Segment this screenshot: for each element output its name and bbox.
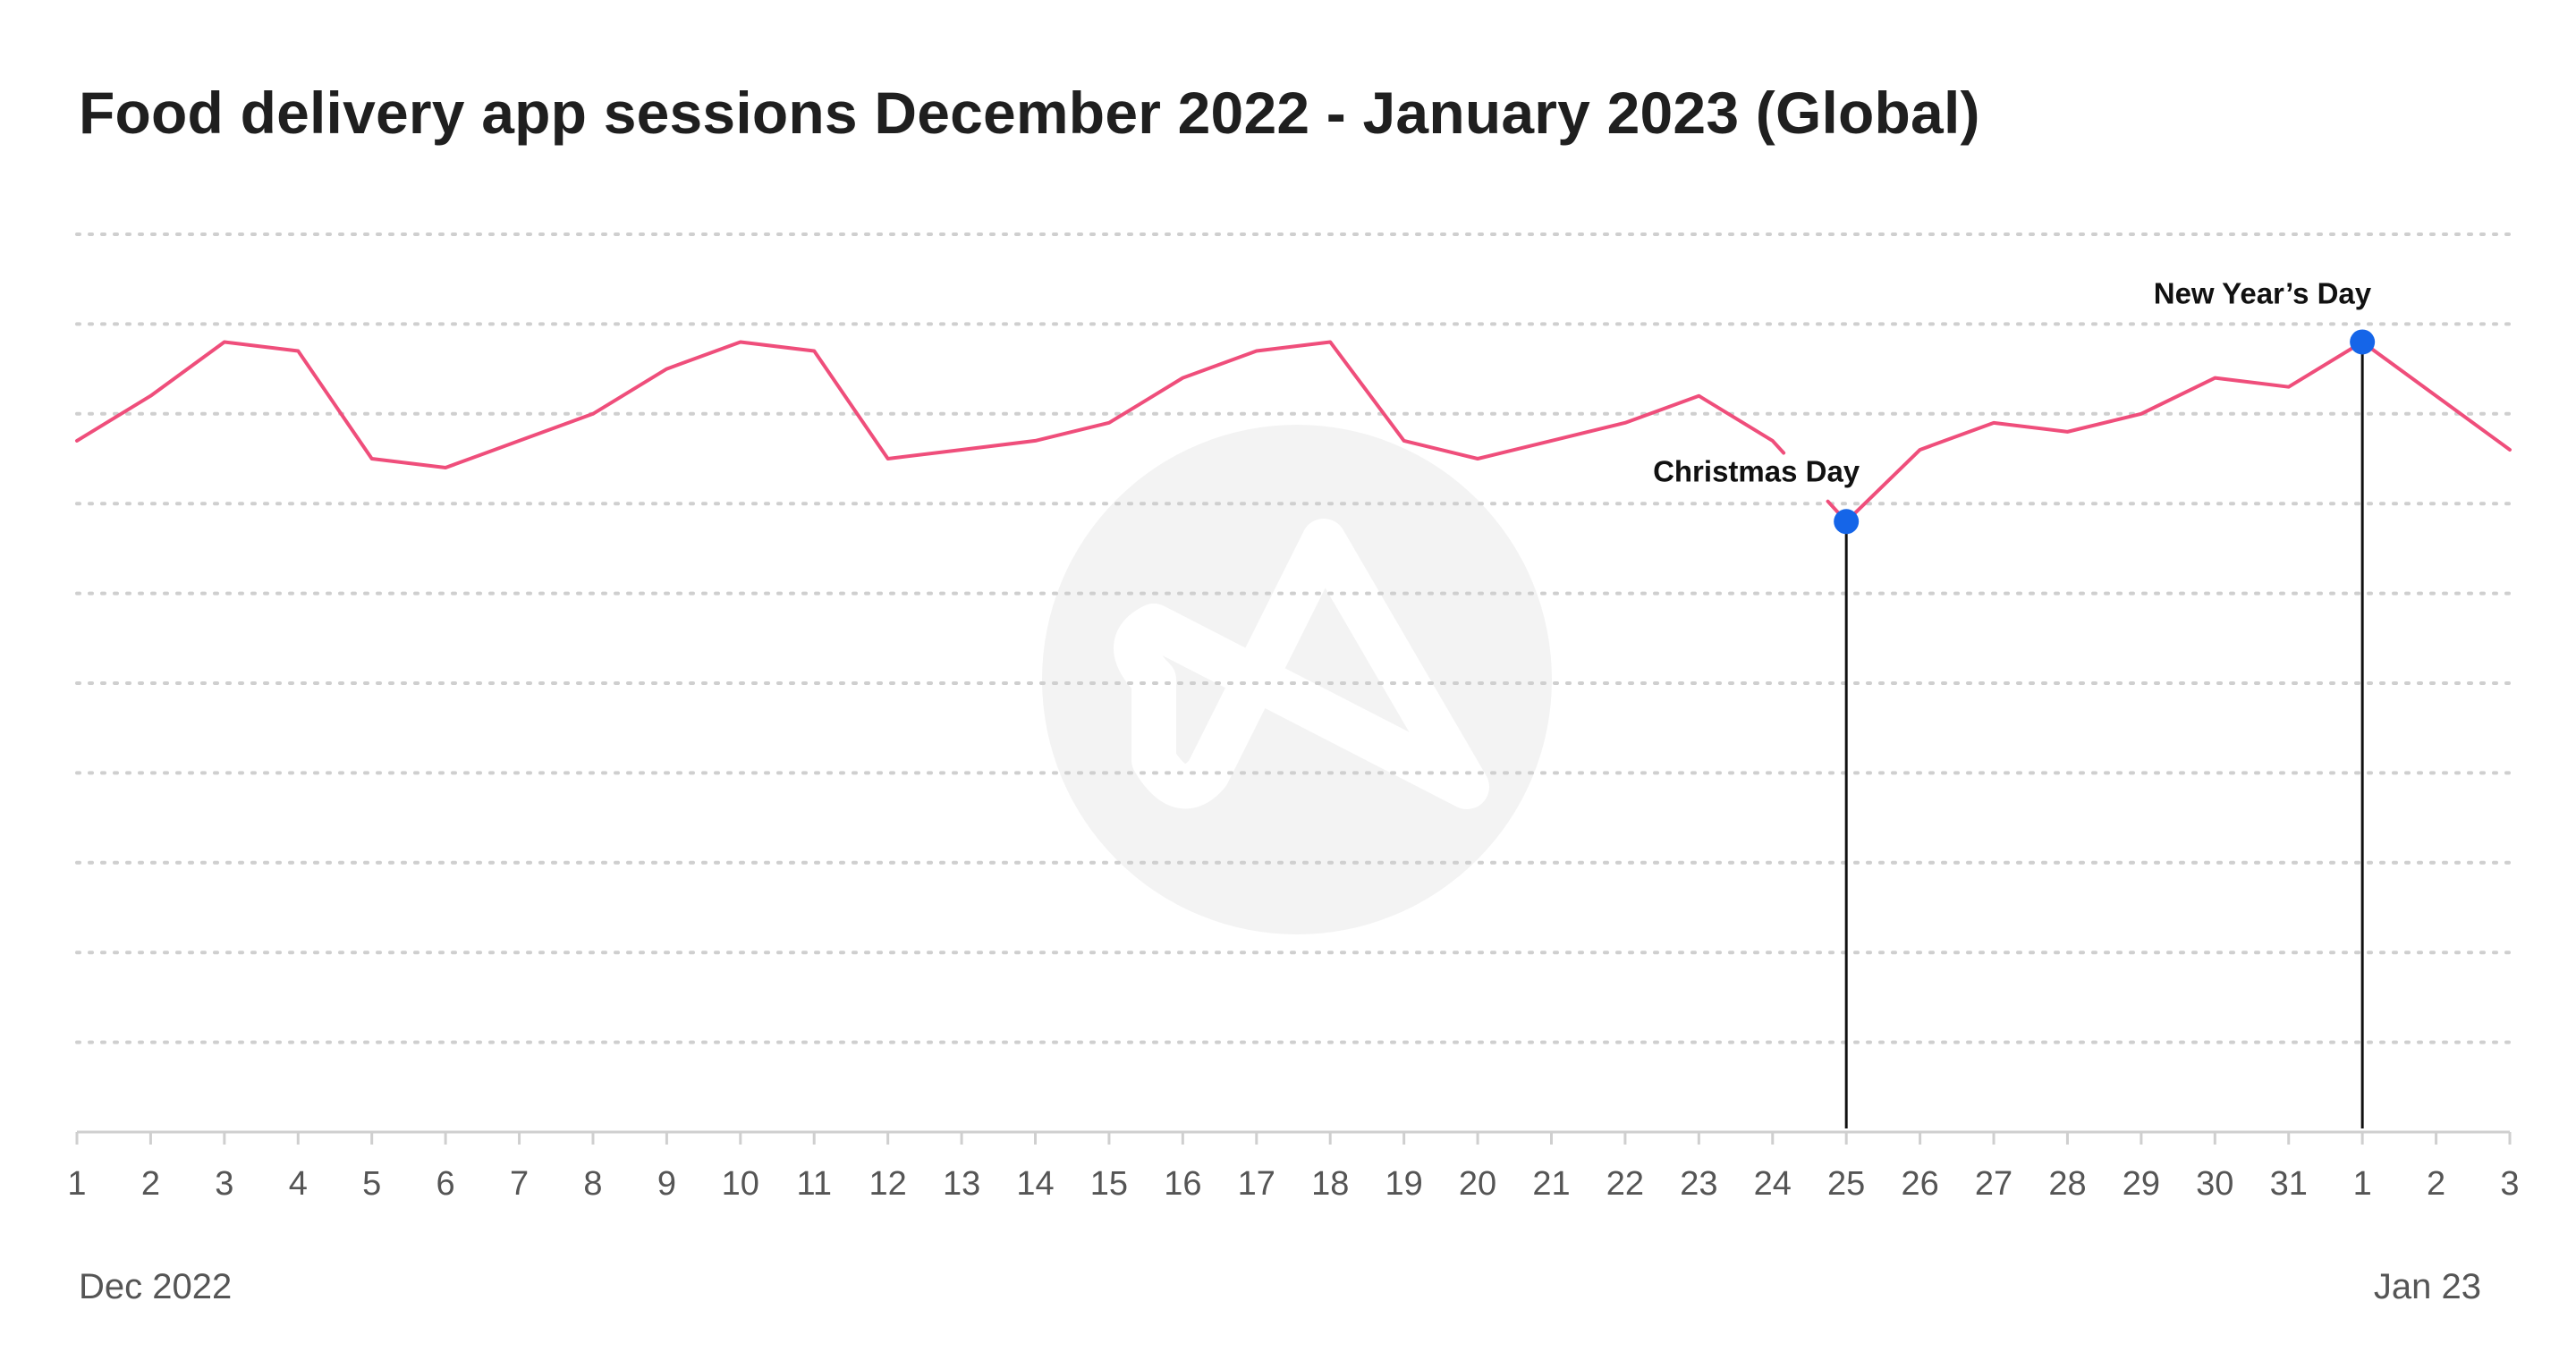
annotation-labels: Christmas Day New Year’s Day [1653,276,2372,487]
annotation-label: New Year’s Day [2154,276,2372,309]
x-tick-label: 9 [657,1165,676,1203]
x-tick-label: 11 [797,1165,832,1203]
y-gridlines [75,232,2512,1044]
x-tick-label: 12 [869,1165,907,1203]
x-tick-label: 3 [2500,1165,2519,1203]
x-tick-label: 2 [141,1165,160,1203]
x-tick-label: 15 [1090,1165,1128,1203]
annotation-lines [1844,342,2364,1128]
x-tick-label: 17 [1238,1165,1275,1203]
x-tick-label: 8 [583,1165,602,1203]
x-tick-label: 14 [1016,1165,1054,1203]
annotation-label: Christmas Day [1653,454,1860,487]
x-tick-label: 21 [1532,1165,1570,1203]
x-tick-label: 20 [1459,1165,1496,1203]
x-tick-label: 18 [1311,1165,1349,1203]
series-lines [75,340,2512,524]
x-tick-label: 5 [362,1165,381,1203]
x-tick-label: 26 [1901,1165,1938,1203]
x-tick-label: 25 [1827,1165,1865,1203]
x-tick-label: 6 [436,1165,455,1203]
x-tick-label: 1 [67,1165,86,1203]
x-tick-label: 22 [1606,1165,1644,1203]
x-axis: 1 2 3 4 5 6 7 8 9 10 11 12 13 14 15 16 17 18 19 20 21 22 23 24 2… [67,1130,2520,1203]
x-tick-label: 29 [2123,1165,2160,1203]
x-tick-label: 7 [510,1165,529,1203]
chart-title: Food delivery app sessions December 2022… [79,80,1980,146]
x-tick-label: 23 [1680,1165,1717,1203]
annotation-markers [1834,329,2376,535]
x-tick-label: 27 [1975,1165,2012,1203]
annotation-marker [1834,509,1860,535]
x-tick-label: 30 [2196,1165,2233,1203]
x-tick-label: 31 [2270,1165,2308,1203]
x-tick-label: 16 [1164,1165,1201,1203]
annotation-marker [2350,329,2376,355]
x-tick-label: 24 [1754,1165,1792,1203]
x-tick-label: 4 [289,1165,308,1203]
x-tick-label: 19 [1385,1165,1422,1203]
x-tick-label: 10 [722,1165,759,1203]
logo-watermark-icon [1042,425,1552,934]
x-period-end-label: Jan 23 [2374,1267,2481,1306]
series-line [75,340,2512,524]
x-tick-label: 1 [2353,1165,2372,1203]
x-tick-label: 2 [2427,1165,2445,1203]
x-tick-label: 13 [943,1165,980,1203]
x-tick-label: 28 [2048,1165,2086,1203]
x-period-start-label: Dec 2022 [79,1267,232,1306]
x-tick-label: 3 [215,1165,233,1203]
